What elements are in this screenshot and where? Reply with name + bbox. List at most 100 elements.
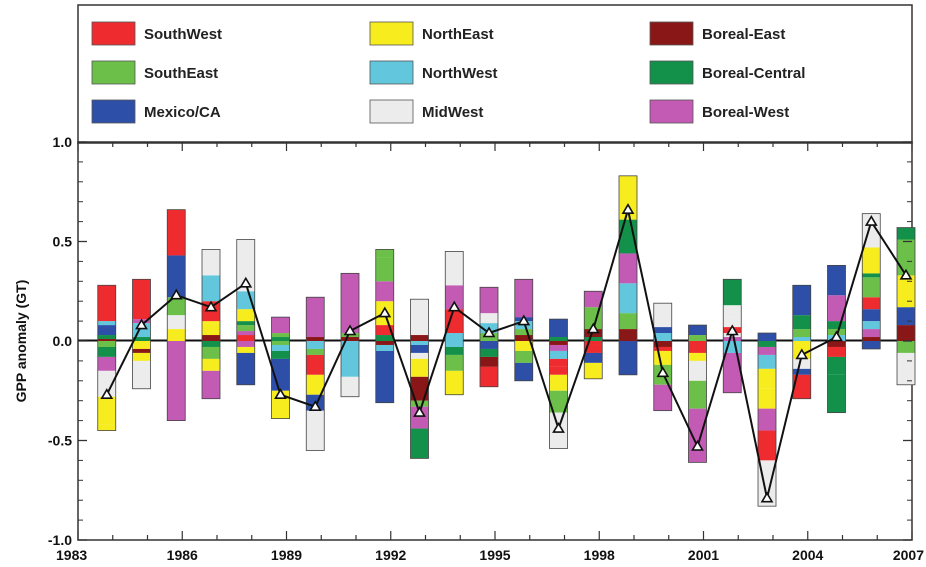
total-marker xyxy=(308,400,322,412)
bar-segment-southwest xyxy=(549,358,568,367)
legend-label: NorthEast xyxy=(422,26,494,43)
bar-segment-midwest xyxy=(480,313,498,324)
total-marker xyxy=(760,491,774,503)
bar-segment-northeast xyxy=(97,424,116,431)
bar-segment-mexico-ca xyxy=(688,325,707,336)
bar-segment-southeast xyxy=(688,380,707,409)
bar-segment-northeast xyxy=(97,396,116,425)
total-marker xyxy=(135,318,148,330)
bar-segment-northeast xyxy=(862,247,881,274)
bar-segment-boreal-central xyxy=(792,315,811,330)
bar-segment-northeast xyxy=(167,329,186,338)
bar-segment-northeast xyxy=(132,352,151,361)
total-marker xyxy=(378,306,392,318)
bar-segment-boreal-west xyxy=(271,317,290,334)
bar-segment-southeast xyxy=(862,277,881,298)
bar-segment-southeast xyxy=(619,313,637,330)
bar-segment-boreal-central xyxy=(827,356,846,375)
bar-segment-boreal-west xyxy=(653,384,672,411)
legend-swatch xyxy=(649,21,694,46)
bar-segment-boreal-west xyxy=(514,279,533,318)
legend-label: SouthEast xyxy=(144,65,218,82)
bar-segment-boreal-west xyxy=(688,408,707,463)
bar-segment-northeast xyxy=(202,321,220,324)
bar-outline xyxy=(583,290,603,380)
total-marker xyxy=(691,439,704,451)
legend-swatch xyxy=(649,60,694,85)
bar-segment-northwest xyxy=(341,341,359,377)
bar-segment-northeast xyxy=(202,358,220,371)
bar-outline xyxy=(340,272,360,398)
y-tick-label: 0.0 xyxy=(53,333,73,349)
bar-segment-midwest xyxy=(410,299,429,336)
bar-segment-boreal-central xyxy=(862,273,881,278)
legend-swatch xyxy=(369,99,414,124)
bar-segment-mexico-ca xyxy=(167,255,186,298)
bar-outline xyxy=(653,302,673,412)
bar-segment-boreal-central xyxy=(271,350,290,359)
bar-outline xyxy=(132,278,151,390)
bar-segment-southeast xyxy=(688,335,707,341)
bar-segment-mexico-ca xyxy=(375,350,394,403)
bar-segment-boreal-east xyxy=(514,335,533,341)
bar-segment-midwest xyxy=(445,251,464,286)
bar-segment-northeast xyxy=(236,346,255,353)
bar-segment-southeast xyxy=(514,350,533,363)
bar-segment-northwest xyxy=(445,333,464,341)
bar-segment-mexico-ca xyxy=(792,368,811,375)
bar-segment-southeast xyxy=(445,354,464,371)
bar-outline xyxy=(861,213,881,350)
bar-segment-mexico-ca xyxy=(792,285,811,316)
bar-segment-boreal-east xyxy=(897,337,915,341)
bar-outline xyxy=(201,249,221,400)
bar-segment-northeast xyxy=(619,175,637,220)
bar-segment-southeast xyxy=(897,239,915,276)
bar-segment-mexico-ca xyxy=(410,344,429,353)
bar-segment-boreal-central xyxy=(410,428,429,459)
bar-segment-southeast xyxy=(306,348,325,355)
bar-segment-northeast xyxy=(584,362,603,379)
y-tick-label: -1.0 xyxy=(48,532,72,548)
bar-outline xyxy=(549,318,568,449)
bar-segment-boreal-central xyxy=(97,346,116,357)
total-marker xyxy=(517,314,531,326)
bar-segment-southeast xyxy=(271,341,290,345)
legend-swatch xyxy=(91,60,136,85)
bar-segment-midwest xyxy=(132,360,151,389)
y-tick-label: 0.5 xyxy=(53,234,73,250)
bar-segment-northwest xyxy=(549,350,568,359)
bar-segment-northwest xyxy=(306,341,325,349)
bar-segment-northeast xyxy=(758,368,776,389)
x-tick-label: 2007 xyxy=(893,547,924,563)
total-marker xyxy=(656,366,670,378)
bar-segment-boreal-west xyxy=(445,285,464,310)
legend-swatch xyxy=(369,60,414,85)
total-marker xyxy=(830,330,843,342)
total-marker xyxy=(482,326,496,338)
bar-segment-boreal-east xyxy=(619,329,637,341)
bar-segment-southwest xyxy=(792,374,811,399)
bar-outline xyxy=(410,298,429,459)
x-tick-label: 1992 xyxy=(375,547,406,563)
total-marker xyxy=(621,203,635,214)
bar-segment-midwest xyxy=(167,315,186,330)
bar-segment-southwest xyxy=(236,335,255,341)
bar-segment-northwest xyxy=(723,341,742,353)
total-marker xyxy=(447,300,461,312)
bar-segment-northeast xyxy=(236,309,255,322)
y-tick-label: -0.5 xyxy=(48,433,72,449)
total-marker xyxy=(169,288,183,300)
bar-segment-southwest xyxy=(653,346,672,351)
bar-segment-boreal-west xyxy=(236,341,255,347)
bar-segment-midwest xyxy=(410,352,429,359)
plot-area: -1.0 -0.5 0.0 0.5 1.0 1983 1986 1989 1992 1995 199… xyxy=(48,134,924,563)
bar-segment-mexico-ca xyxy=(653,327,672,334)
bar-outline xyxy=(444,251,464,396)
legend-label: Mexico/CA xyxy=(144,104,221,121)
bar-segment-southeast xyxy=(375,249,394,258)
bar-segment-northeast xyxy=(688,352,707,361)
bar-segment-boreal-west xyxy=(758,408,776,431)
total-marker xyxy=(413,406,426,417)
x-tick-label: 1986 xyxy=(167,547,198,563)
